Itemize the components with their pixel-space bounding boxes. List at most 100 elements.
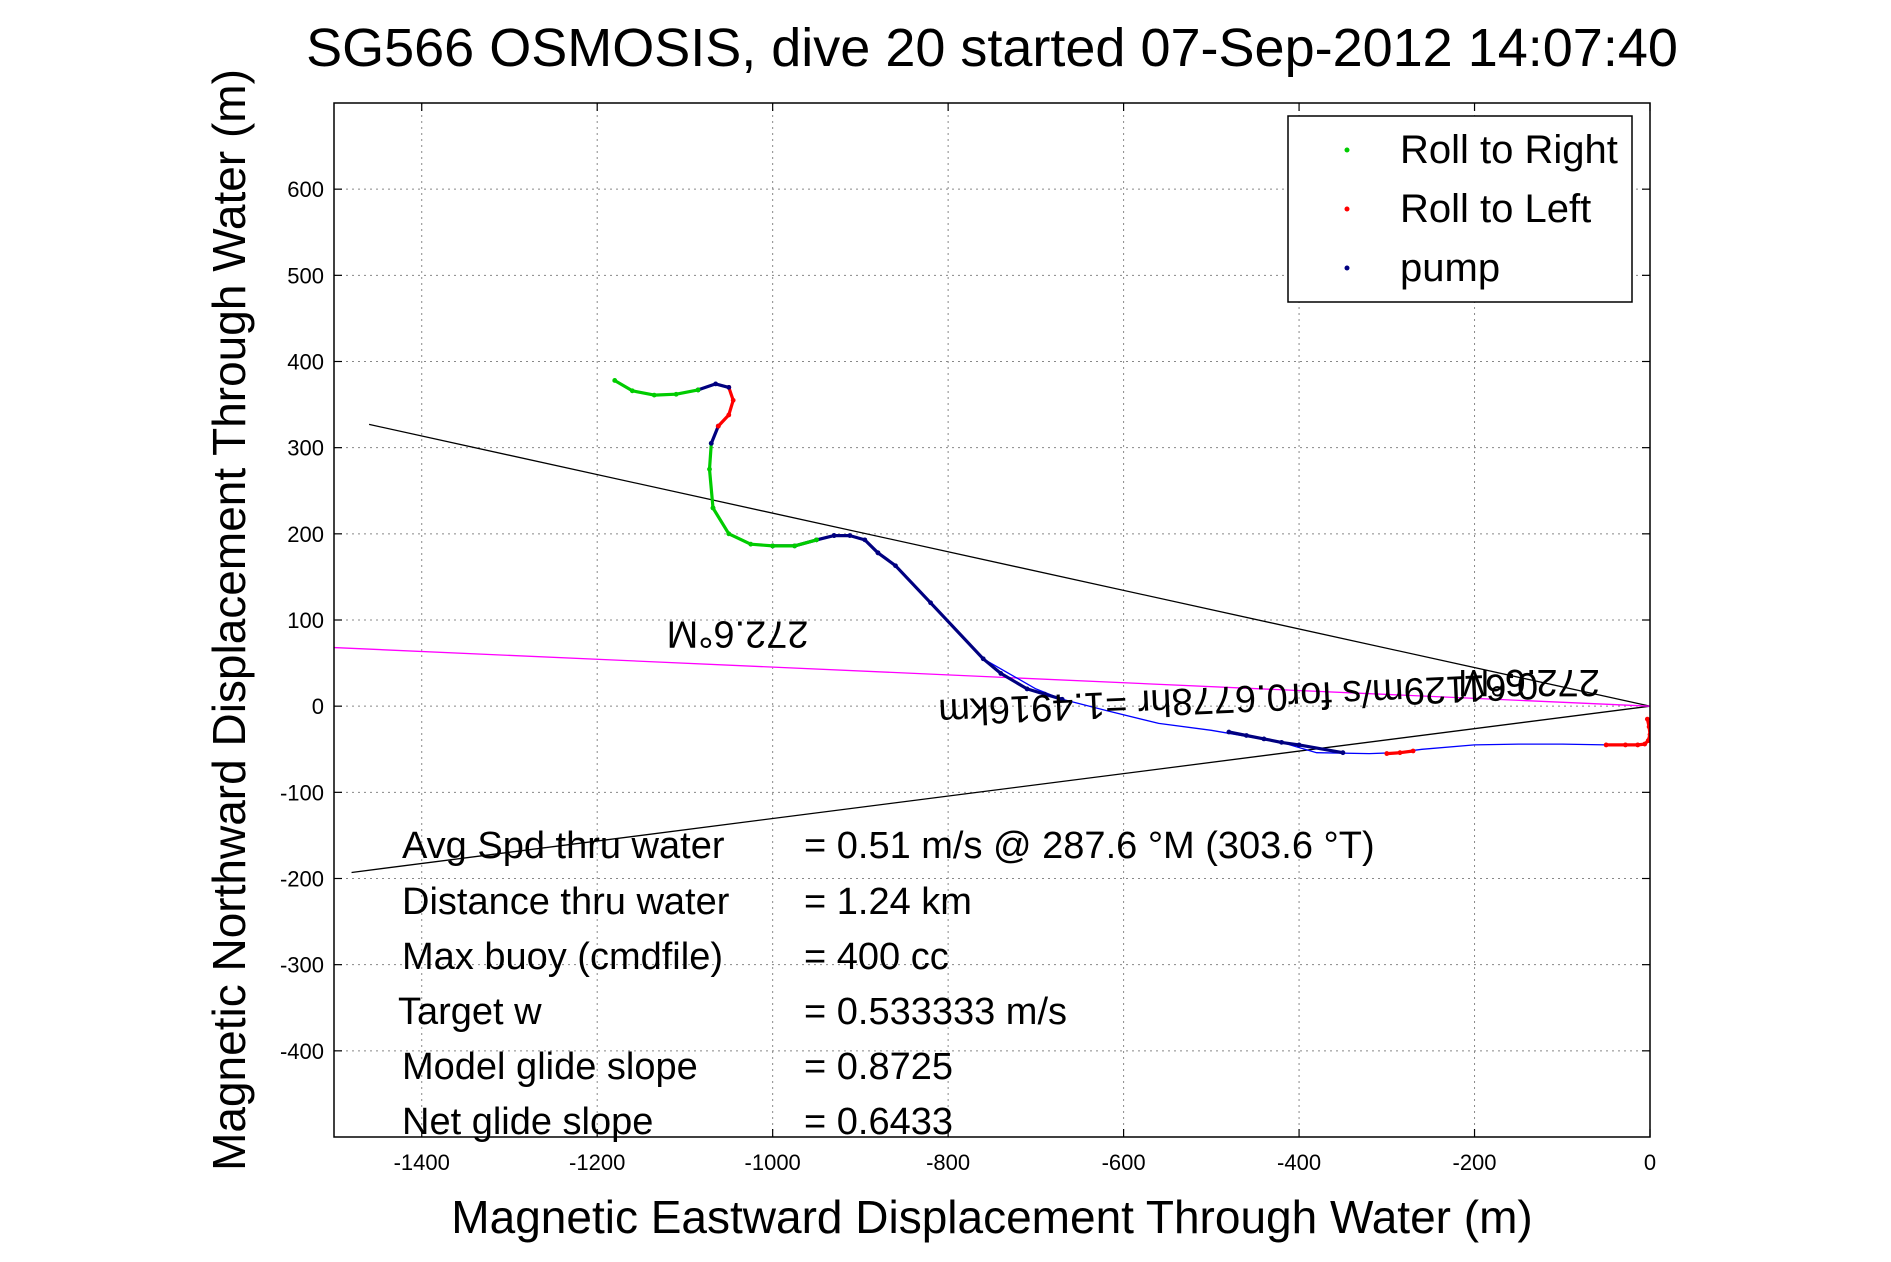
pump-point [726, 384, 732, 390]
stat-value: = 1.24 km [804, 881, 972, 923]
stat-value: = 0.8725 [804, 1046, 953, 1088]
right-point [770, 543, 776, 549]
stat-value: = 400 cc [804, 936, 949, 978]
right-point [748, 541, 754, 547]
y-tick-label: -300 [280, 953, 324, 978]
pump-point [928, 600, 933, 606]
x-axis-label: Magnetic Eastward Displacement Through W… [451, 1191, 1532, 1243]
chart-title: SG566 OSMOSIS, dive 20 started 07-Sep-20… [306, 18, 1678, 78]
pump-point [1042, 691, 1048, 697]
pump-point [893, 563, 898, 569]
x-tick-label: -200 [1453, 1150, 1497, 1175]
y-tick-label: 500 [287, 263, 324, 288]
right-segment [711, 506, 819, 548]
legend-label: Roll to Left [1400, 187, 1591, 231]
pump-point [1024, 686, 1030, 692]
left-point [715, 423, 721, 429]
left-segment [716, 385, 735, 428]
right-point [695, 387, 701, 393]
stat-value: = 0.6433 [804, 1101, 953, 1143]
stat-label: Net glide slope [402, 1101, 653, 1143]
x-tick-labels: -1400 -1200 -1000 -800 -600 -400 -200 0 [394, 1150, 1657, 1175]
legend-marker [1344, 147, 1350, 153]
annotation-heading_right: 272.6°M [1458, 661, 1600, 703]
pump-point [831, 533, 837, 538]
y-tick-label: 200 [287, 522, 324, 547]
left-point [1644, 716, 1650, 722]
right-point [710, 505, 716, 511]
stats-block: Avg Spd thru water = 0.51 m/s @ 287.6 °M … [398, 825, 1375, 1143]
left-point [1410, 748, 1416, 754]
left-point [726, 412, 732, 418]
legend: Roll to Right Roll to Left pump [1287, 115, 1633, 303]
y-tick-label: 600 [287, 177, 324, 202]
right-point [726, 531, 732, 537]
legend-items: Roll to Right Roll to Left pump [1344, 128, 1618, 290]
pump-segment [876, 551, 1064, 701]
left-point [1646, 724, 1650, 730]
stat-label: Model glide slope [402, 1046, 698, 1088]
y-tick-label: -200 [280, 867, 324, 892]
left-point [1603, 742, 1609, 748]
stat-label: Max buoy (cmdfile) [402, 936, 723, 978]
y-tick-label: -100 [280, 780, 324, 805]
stat-label: Distance thru water [402, 881, 730, 923]
x-tick-label: -1200 [569, 1150, 625, 1175]
pump-point [1296, 742, 1302, 748]
right-point [651, 392, 657, 398]
stat-value: = 0.533333 m/s [804, 991, 1067, 1033]
heading-line [334, 646, 1650, 707]
lower-bound-line [351, 705, 1650, 874]
x-tick-label: -600 [1102, 1150, 1146, 1175]
plot-points [612, 378, 1650, 756]
pump-point [862, 537, 868, 543]
pump-segment [1227, 730, 1345, 755]
pump-point [708, 440, 714, 446]
upper-bound-line [368, 423, 1650, 707]
left-point [1635, 742, 1641, 748]
right-point [612, 378, 618, 383]
left-point [1645, 738, 1650, 744]
stat-value: = 0.51 m/s @ 287.6 °M (303.6 °T) [804, 825, 1375, 867]
left-point [1384, 751, 1390, 756]
pump-point [847, 533, 853, 538]
y-tick-label: 300 [287, 436, 324, 461]
pump-point [980, 656, 986, 662]
y-axis-label: Magnetic Northward Displacement Through … [203, 69, 255, 1171]
left-point [730, 397, 736, 403]
pump-point [1340, 750, 1346, 756]
x-tick-label: -1400 [394, 1150, 450, 1175]
pump-point [1059, 696, 1065, 702]
pump-segment [832, 533, 880, 555]
right-point [814, 537, 819, 543]
left-point [1642, 741, 1648, 747]
pump-point [998, 671, 1004, 676]
pump-point [1226, 729, 1232, 735]
stat-label: Target w [398, 991, 542, 1033]
legend-marker [1344, 206, 1350, 212]
pump-point [713, 381, 719, 387]
pump-segment [709, 424, 720, 445]
x-tick-label: -400 [1277, 1150, 1321, 1175]
y-tick-label: 400 [287, 350, 324, 375]
y-tick-labels: -400 -300 -200 -100 0 100 200 300 400 500 600 [280, 177, 324, 1064]
x-tick-label: -800 [926, 1150, 970, 1175]
right-point [792, 543, 797, 549]
left-point [1623, 742, 1628, 748]
legend-label: pump [1400, 246, 1500, 290]
legend-label: Roll to Right [1400, 128, 1618, 172]
y-tick-label: 0 [312, 694, 324, 719]
right-point [629, 388, 635, 394]
right-point [673, 391, 679, 397]
left-point [1397, 750, 1403, 756]
axes-box [333, 102, 1651, 1138]
stat-label: Avg Spd thru water [402, 825, 725, 867]
pump-point [1261, 736, 1267, 742]
pump-point [1279, 739, 1284, 745]
pump-point [875, 550, 881, 556]
y-tick-label: 100 [287, 608, 324, 633]
x-tick-label: -1000 [745, 1150, 801, 1175]
y-tick-label: -400 [280, 1039, 324, 1064]
pump-point [1244, 733, 1249, 738]
right-point [707, 466, 712, 472]
